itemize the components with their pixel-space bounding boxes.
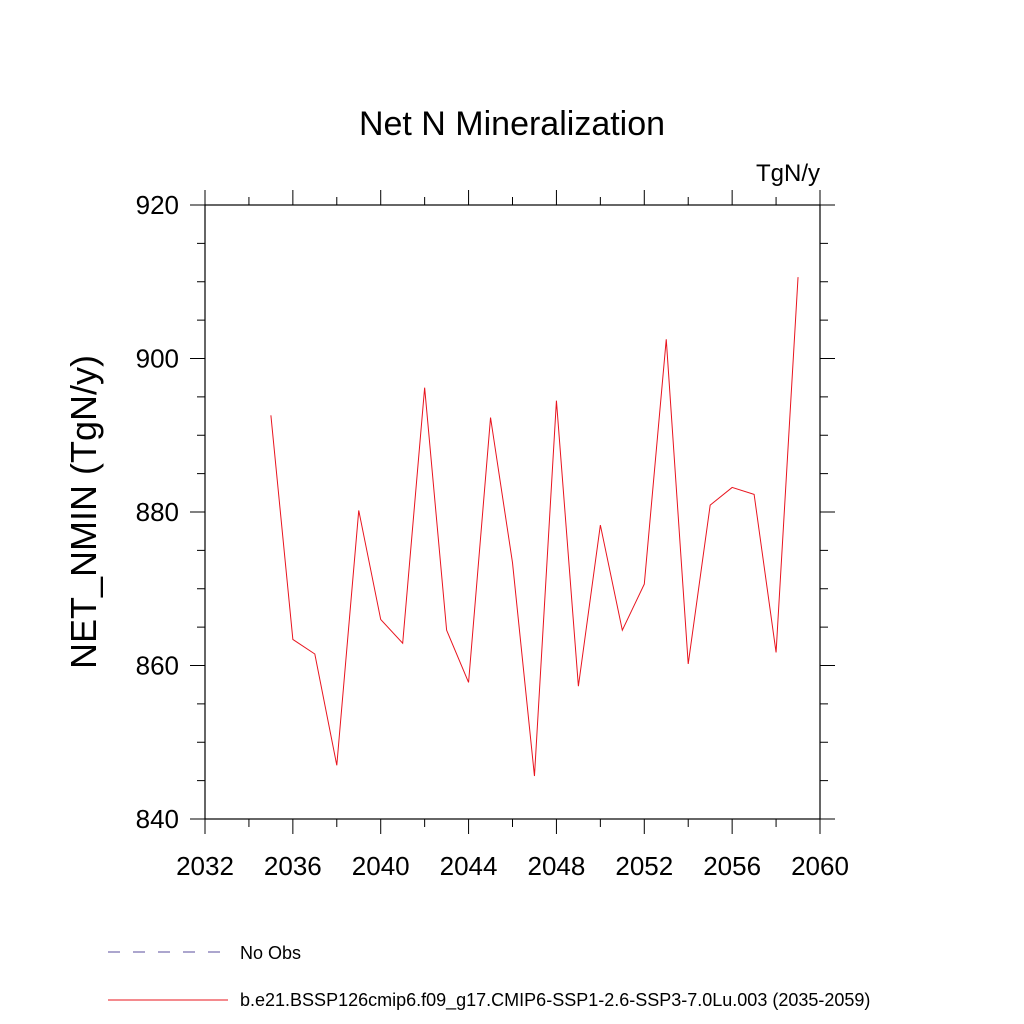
x-tick-label: 2052 [615,851,673,881]
plot-frame [204,204,821,820]
y-tick-labels: 840 860 880 900 920 [136,190,179,834]
series-line [270,277,799,777]
x-tick-label: 2040 [352,851,410,881]
legend-label-series: b.e21.BSSP126cmip6.f09_g17.CMIP6-SSP1-2.… [240,990,870,1011]
chart-title: Net N Mineralization [359,105,665,143]
legend: No Obs b.e21.BSSP126cmip6.f09_g17.CMIP6-… [108,943,870,1011]
x-tick-labels: 2032 2036 2040 2044 2048 2052 2056 2060 [176,851,849,881]
y-tick-label: 920 [136,190,179,220]
plot-series [270,277,799,777]
x-tick-label: 2036 [264,851,322,881]
legend-label-no-obs: No Obs [240,943,301,963]
x-tick-label: 2044 [440,851,498,881]
y-tick-label: 900 [136,344,179,374]
y-tick-label: 860 [136,651,179,681]
x-tick-label: 2060 [791,851,849,881]
y-axis-label: NET_NMIN (TgN/y) [63,355,104,669]
y-tick-label: 880 [136,497,179,527]
y-tick-label: 840 [136,804,179,834]
x-tick-label: 2056 [703,851,761,881]
x-tick-label: 2048 [528,851,586,881]
units-label: TgN/y [756,160,820,187]
x-tick-label: 2032 [176,851,234,881]
axis-ticks [190,190,835,834]
